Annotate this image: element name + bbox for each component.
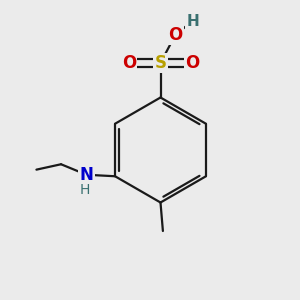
Text: O: O bbox=[122, 54, 136, 72]
Text: H: H bbox=[187, 14, 199, 28]
Text: O: O bbox=[185, 54, 199, 72]
Text: H: H bbox=[80, 183, 90, 197]
Text: O: O bbox=[168, 26, 183, 44]
Text: N: N bbox=[80, 166, 94, 184]
Text: S: S bbox=[154, 54, 166, 72]
